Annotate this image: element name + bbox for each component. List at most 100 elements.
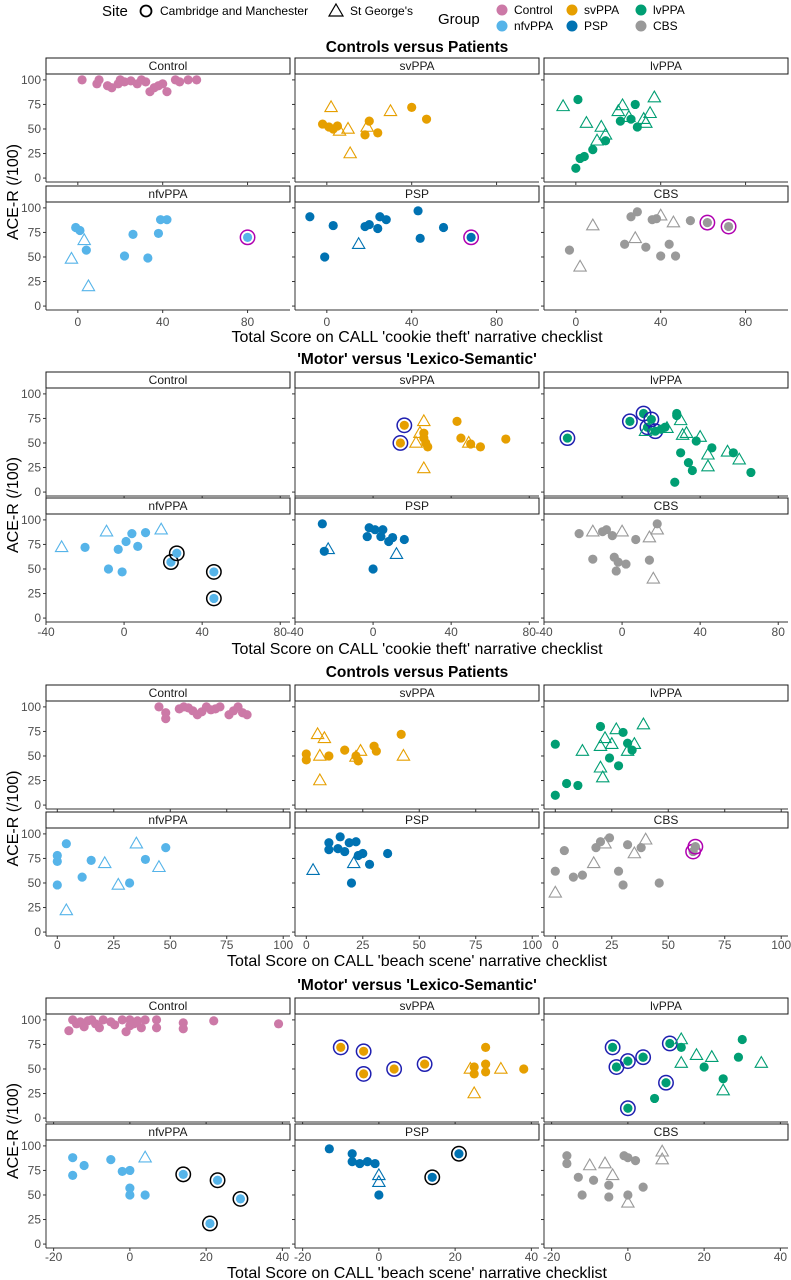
data-point-circle bbox=[399, 420, 409, 430]
data-point-circle bbox=[454, 1149, 464, 1159]
facet-label: lvPPA bbox=[650, 59, 682, 73]
facet-strip bbox=[294, 185, 540, 203]
y-axis-title: ACE-R (/100) bbox=[5, 1083, 22, 1179]
panel-control: Control 0 25 50 75 100 bbox=[21, 684, 291, 812]
legend-label-control: Control bbox=[514, 3, 553, 17]
y-axis-title: ACE-R (/100) bbox=[5, 457, 22, 553]
data-point-circle bbox=[125, 1165, 135, 1176]
facet-strip bbox=[543, 57, 789, 75]
x-tick-label: -40 bbox=[37, 625, 55, 639]
legend-key-lvppa bbox=[635, 4, 647, 16]
x-tick-label: 0 bbox=[370, 625, 377, 639]
panel-control: Control 0 25 50 75 100 bbox=[21, 57, 291, 185]
data-point-circle bbox=[644, 555, 655, 565]
data-point-circle bbox=[335, 832, 345, 842]
data-point-triangle bbox=[555, 98, 571, 112]
data-point-circle bbox=[415, 233, 425, 243]
data-point-circle bbox=[162, 215, 172, 225]
data-point-circle bbox=[595, 721, 606, 732]
y-tick-label: 0 bbox=[34, 299, 41, 313]
facet-strip bbox=[294, 1123, 540, 1141]
x-tick-label: 50 bbox=[413, 938, 427, 952]
facet-label: nfvPPA bbox=[148, 1125, 187, 1139]
chart-block-3: Controls versus Patients ACE-R (/100) Tota… bbox=[5, 664, 791, 970]
data-point-circle bbox=[723, 221, 734, 232]
data-point-triangle bbox=[81, 278, 96, 292]
facet-strip bbox=[45, 57, 291, 75]
data-point-circle bbox=[573, 94, 583, 105]
data-point-circle bbox=[358, 848, 368, 859]
data-point-circle bbox=[550, 866, 560, 876]
data-point-circle bbox=[608, 1042, 618, 1052]
facet-label: lvPPA bbox=[650, 373, 682, 387]
x-tick-label: 40 bbox=[276, 1250, 290, 1264]
x-tick-label: 0 bbox=[572, 315, 579, 329]
data-point-triangle bbox=[151, 859, 167, 873]
data-point-circle bbox=[601, 525, 612, 535]
data-point-triangle bbox=[312, 748, 327, 761]
x-tick-label: 25 bbox=[107, 938, 121, 952]
data-point-circle bbox=[141, 77, 151, 87]
facet-label: svPPA bbox=[399, 59, 434, 73]
highlight-ring bbox=[386, 1061, 403, 1077]
y-tick-label: 50 bbox=[28, 1062, 42, 1076]
data-point-circle bbox=[623, 1103, 633, 1113]
data-point-triangle bbox=[321, 541, 336, 555]
data-point-circle bbox=[631, 534, 641, 545]
facet-label: nfvPPA bbox=[148, 499, 187, 513]
data-point-triangle bbox=[628, 230, 643, 244]
data-point-triangle bbox=[700, 458, 716, 472]
data-point-circle bbox=[103, 564, 114, 574]
data-point-circle bbox=[456, 433, 466, 443]
data-point-triangle bbox=[154, 522, 169, 535]
data-point-circle bbox=[242, 232, 253, 242]
data-point-triangle bbox=[638, 423, 653, 436]
data-point-circle bbox=[140, 1190, 150, 1200]
data-point-triangle bbox=[595, 769, 610, 783]
data-point-triangle bbox=[548, 885, 563, 898]
facet-label: lvPPA bbox=[650, 999, 682, 1013]
facet-strip bbox=[45, 185, 291, 203]
data-point-triangle bbox=[598, 127, 613, 140]
data-point-circle bbox=[623, 1190, 633, 1200]
data-point-circle bbox=[324, 751, 334, 761]
panel-cbs: CBS 0 25 50 75 100 bbox=[541, 811, 791, 952]
data-point-circle bbox=[209, 1016, 219, 1026]
data-point-triangle bbox=[467, 1085, 482, 1099]
data-point-triangle bbox=[77, 232, 92, 246]
data-point-circle bbox=[162, 87, 172, 97]
data-point-triangle bbox=[493, 1061, 509, 1074]
data-point-triangle bbox=[312, 772, 327, 786]
data-point-triangle bbox=[593, 760, 608, 773]
data-point-triangle bbox=[111, 877, 126, 890]
data-point-circle bbox=[364, 116, 374, 126]
data-point-triangle bbox=[346, 855, 361, 869]
legend-key-svppa bbox=[566, 4, 578, 16]
data-point-circle bbox=[564, 245, 575, 255]
data-point-circle bbox=[106, 1155, 116, 1165]
data-point-circle bbox=[205, 1218, 215, 1229]
x-tick-label: 80 bbox=[274, 625, 288, 639]
y-tick-label: 100 bbox=[21, 1013, 41, 1027]
data-point-circle bbox=[699, 1062, 709, 1072]
data-point-circle bbox=[370, 525, 380, 535]
data-point-triangle bbox=[340, 121, 356, 134]
x-tick-label: 0 bbox=[376, 1250, 383, 1264]
data-point-triangle bbox=[332, 123, 347, 136]
data-point-circle bbox=[64, 1026, 74, 1036]
data-point-triangle bbox=[704, 1049, 719, 1062]
data-point-triangle bbox=[317, 730, 332, 744]
x-tick-label: 75 bbox=[220, 938, 234, 952]
highlight-ring bbox=[720, 218, 737, 235]
panel-psp: PSP -40 0 40 80 bbox=[286, 497, 540, 639]
data-point-circle bbox=[336, 1042, 346, 1052]
x-axis-title: Total Score on CALL 'cookie theft' narra… bbox=[231, 641, 603, 658]
data-point-circle bbox=[273, 1019, 284, 1029]
data-point-circle bbox=[427, 1172, 437, 1182]
data-point-triangle bbox=[659, 420, 675, 434]
data-point-circle bbox=[611, 566, 621, 576]
site-triangle-key bbox=[327, 2, 345, 17]
data-point-circle bbox=[718, 1074, 728, 1084]
data-point-circle bbox=[562, 1151, 572, 1161]
data-point-triangle bbox=[732, 452, 747, 465]
